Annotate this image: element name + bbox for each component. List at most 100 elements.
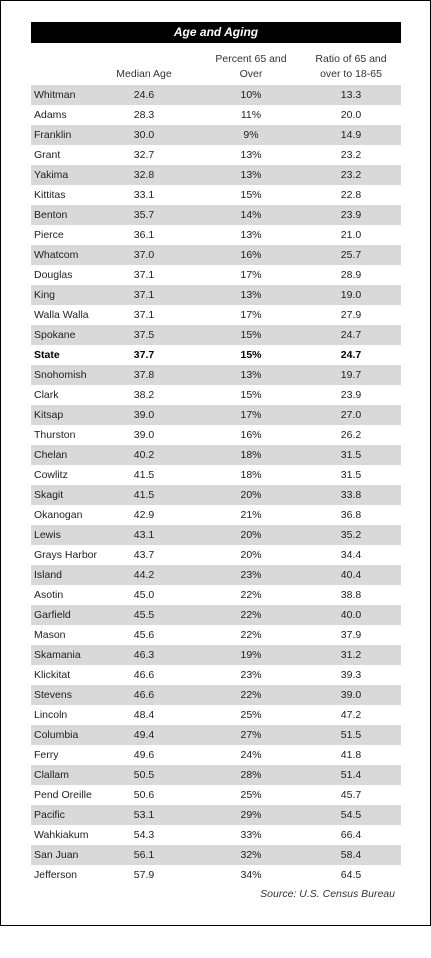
table-cell: 50.5 <box>133 769 155 781</box>
table-row: King 37.1 13% 19.0 <box>31 285 401 305</box>
table-cell: 9% <box>243 129 259 141</box>
table-cell: 16% <box>240 429 262 441</box>
table-cell: 36.8 <box>340 509 362 521</box>
table-cell: 22% <box>240 629 262 641</box>
table-cell: 20% <box>240 549 262 561</box>
table-cell: 53.1 <box>133 809 155 821</box>
table-row: Ferry 49.6 24% 41.8 <box>31 745 401 765</box>
table-row: Lincoln 48.4 25% 47.2 <box>31 705 401 725</box>
table-cell: 23% <box>240 669 262 681</box>
table-row: Skamania 46.3 19% 31.2 <box>31 645 401 665</box>
table-cell: 37.0 <box>133 249 155 261</box>
row-label: Chelan <box>34 449 68 461</box>
table-row: Yakima 32.8 13% 23.2 <box>31 165 401 185</box>
table-cell: 39.3 <box>340 669 362 681</box>
table-cell: 22% <box>240 609 262 621</box>
table-cell: 17% <box>240 309 262 321</box>
table-row: Jefferson 57.9 34% 64.5 <box>31 865 401 885</box>
table-row: Benton 35.7 14% 23.9 <box>31 205 401 225</box>
table-cell: 51.5 <box>340 729 362 741</box>
row-label: Yakima <box>34 169 69 181</box>
table-row: Clallam 50.5 28% 51.4 <box>31 765 401 785</box>
row-label: Douglas <box>34 269 73 281</box>
table-row: Skagit 41.5 20% 33.8 <box>31 485 401 505</box>
table-row: Wahkiakum 54.3 33% 66.4 <box>31 825 401 845</box>
row-label: Kittitas <box>34 189 66 201</box>
table-cell: 45.6 <box>133 629 155 641</box>
table-cell: 24.6 <box>133 89 155 101</box>
table-row: Franklin 30.0 9% 14.9 <box>31 125 401 145</box>
table-cell: 46.3 <box>133 649 155 661</box>
table-cell: 46.6 <box>133 689 155 701</box>
table-cell: 37.1 <box>133 289 155 301</box>
table-cell: 56.1 <box>133 849 155 861</box>
table-cell: 43.1 <box>133 529 155 541</box>
table-cell: 34.4 <box>340 549 362 561</box>
table-row: Snohomish 37.8 13% 19.7 <box>31 365 401 385</box>
table-cell: 18% <box>240 449 262 461</box>
row-label: Clark <box>34 389 59 401</box>
table-cell: 23.9 <box>340 209 362 221</box>
table-cell: 25.7 <box>340 249 362 261</box>
table-cell: 64.5 <box>340 869 362 881</box>
table-row: Garfield 45.5 22% 40.0 <box>31 605 401 625</box>
row-label: King <box>34 289 56 301</box>
row-label: Snohomish <box>34 369 87 381</box>
table-cell: 21.0 <box>340 229 362 241</box>
row-label: Whitman <box>34 89 76 101</box>
table-row: Kitsap 39.0 17% 27.0 <box>31 405 401 425</box>
row-label: Kitsap <box>34 409 64 421</box>
row-label: Pend Oreille <box>34 789 92 801</box>
table-cell: 14% <box>240 209 262 221</box>
row-label: Adams <box>34 109 67 121</box>
column-header: Median Age <box>116 68 172 80</box>
table-cell: 25% <box>240 789 262 801</box>
table-cell: 27.0 <box>340 409 362 421</box>
table-cell: 39.0 <box>133 409 155 421</box>
row-label: Franklin <box>34 129 72 141</box>
table-cell: 33.1 <box>133 189 155 201</box>
title: Age and Aging <box>31 22 401 43</box>
table-cell: 20.0 <box>340 109 362 121</box>
table-cell: 23.9 <box>340 389 362 401</box>
row-label: Columbia <box>34 729 79 741</box>
table-row: Whatcom 37.0 16% 25.7 <box>31 245 401 265</box>
table-cell: 50.6 <box>133 789 155 801</box>
table-cell: 27% <box>240 729 262 741</box>
table-cell: 37.1 <box>133 269 155 281</box>
table-cell: 33% <box>240 829 262 841</box>
row-label: Grays Harbor <box>34 549 98 561</box>
row-label: Mason <box>34 629 66 641</box>
row-label: Okanogan <box>34 509 83 521</box>
row-label: State <box>34 349 60 361</box>
column-header: Percent 65 and Over <box>215 53 287 80</box>
row-label: Pacific <box>34 809 65 821</box>
table-cell: 14.9 <box>340 129 362 141</box>
table-row: State 37.7 15% 24.7 <box>31 345 401 365</box>
row-label: Island <box>34 569 63 581</box>
table-cell: 38.2 <box>133 389 155 401</box>
table-cell: 22.8 <box>340 189 362 201</box>
table-row: Stevens 46.6 22% 39.0 <box>31 685 401 705</box>
table-cell: 38.8 <box>340 589 362 601</box>
table-cell: 28.3 <box>133 109 155 121</box>
table-row: Grant 32.7 13% 23.2 <box>31 145 401 165</box>
column-header: Ratio of 65 and over to 18-65 <box>315 53 387 80</box>
table-cell: 37.9 <box>340 629 362 641</box>
table-cell: 39.0 <box>133 429 155 441</box>
table-cell: 27.9 <box>340 309 362 321</box>
row-label: Pierce <box>34 229 64 241</box>
table-row: Cowlitz 41.5 18% 31.5 <box>31 465 401 485</box>
row-label: Cowlitz <box>34 469 68 481</box>
table-row: Whitman 24.6 10% 13.3 <box>31 85 401 105</box>
row-label: Skamania <box>34 649 81 661</box>
table-cell: 15% <box>240 329 262 341</box>
row-label: Spokane <box>34 329 76 341</box>
table-cell: 18% <box>240 469 262 481</box>
table-cell: 24% <box>240 749 262 761</box>
table-cell: 13% <box>240 369 262 381</box>
table-cell: 31.5 <box>340 469 362 481</box>
table-row: Spokane 37.5 15% 24.7 <box>31 325 401 345</box>
table-row: Pacific 53.1 29% 54.5 <box>31 805 401 825</box>
source: Source: U.S. Census Bureau <box>260 888 395 900</box>
